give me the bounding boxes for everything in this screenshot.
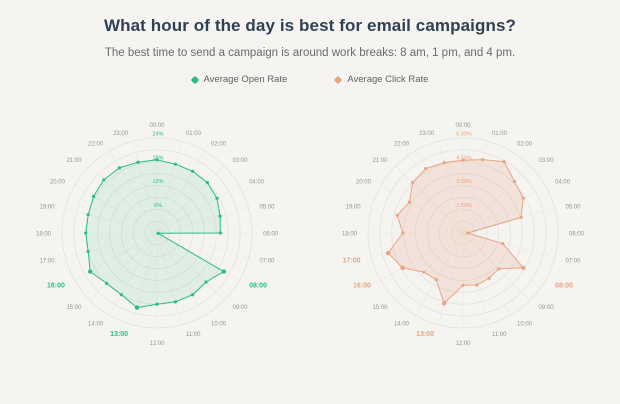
svg-text:23:00: 23:00 bbox=[419, 131, 435, 137]
svg-text:04:00: 04:00 bbox=[249, 180, 265, 186]
svg-text:18:00: 18:00 bbox=[36, 232, 52, 238]
svg-text:06:00: 06:00 bbox=[569, 232, 585, 238]
svg-text:15:00: 15:00 bbox=[372, 305, 388, 311]
svg-text:09:00: 09:00 bbox=[233, 305, 249, 311]
svg-text:20:00: 20:00 bbox=[356, 180, 372, 186]
svg-text:16:00: 16:00 bbox=[47, 283, 65, 290]
svg-text:12:00: 12:00 bbox=[149, 341, 165, 347]
legend-item-average-click-rate[interactable]: Average Click Rate bbox=[334, 74, 429, 85]
page-subtitle: The best time to send a campaign is arou… bbox=[104, 47, 516, 59]
svg-text:10:00: 10:00 bbox=[517, 322, 533, 328]
svg-text:00:00: 00:00 bbox=[149, 123, 165, 129]
svg-text:23:00: 23:00 bbox=[113, 131, 129, 137]
svg-text:6.00%: 6.00% bbox=[456, 132, 472, 138]
svg-text:01:00: 01:00 bbox=[186, 131, 202, 137]
svg-text:07:00: 07:00 bbox=[259, 258, 275, 264]
svg-text:02:00: 02:00 bbox=[211, 141, 227, 147]
legend-label-click-rate: Average Click Rate bbox=[347, 74, 429, 85]
svg-text:05:00: 05:00 bbox=[259, 205, 275, 211]
svg-text:05:00: 05:00 bbox=[565, 205, 581, 211]
svg-text:18:00: 18:00 bbox=[342, 232, 358, 238]
svg-text:03:00: 03:00 bbox=[233, 158, 249, 164]
radar-chart-open-rate: 6% 12% 18% 24% 00:00 01:00 02:00 03:00 04:00 05:0… bbox=[36, 123, 279, 347]
svg-text:17:00: 17:00 bbox=[40, 258, 56, 264]
svg-text:22:00: 22:00 bbox=[394, 141, 410, 147]
click-rate-marker-icon bbox=[334, 75, 343, 84]
svg-text:08:00: 08:00 bbox=[249, 283, 267, 290]
svg-text:03:00: 03:00 bbox=[539, 158, 555, 164]
charts-row: 6% 12% 18% 24% 00:00 01:00 02:00 03:00 04:00 05:0… bbox=[0, 89, 620, 369]
svg-text:6%: 6% bbox=[154, 203, 162, 209]
legend-item-average-open-rate[interactable]: Average Open Rate bbox=[190, 74, 288, 85]
svg-text:12:00: 12:00 bbox=[455, 341, 471, 347]
svg-text:02:00: 02:00 bbox=[517, 141, 533, 147]
legend-label-open-rate: Average Open Rate bbox=[203, 74, 288, 85]
svg-text:16:00: 16:00 bbox=[353, 283, 371, 290]
svg-text:1.50%: 1.50% bbox=[456, 203, 472, 209]
svg-text:19:00: 19:00 bbox=[40, 205, 56, 211]
page-title: What hour of the day is best for email c… bbox=[103, 16, 517, 35]
svg-text:04:00: 04:00 bbox=[555, 180, 571, 186]
svg-text:12%: 12% bbox=[152, 179, 163, 185]
svg-text:14:00: 14:00 bbox=[88, 322, 104, 328]
svg-text:24%: 24% bbox=[152, 132, 163, 138]
svg-text:06:00: 06:00 bbox=[263, 232, 279, 238]
svg-text:3.00%: 3.00% bbox=[456, 179, 472, 185]
svg-text:17:00: 17:00 bbox=[343, 257, 361, 264]
svg-text:13:00: 13:00 bbox=[110, 331, 128, 338]
svg-text:09:00: 09:00 bbox=[539, 305, 555, 311]
svg-text:18%: 18% bbox=[152, 155, 163, 161]
svg-text:07:00: 07:00 bbox=[565, 258, 581, 264]
svg-text:00:00: 00:00 bbox=[455, 123, 471, 129]
svg-text:13:00: 13:00 bbox=[416, 331, 434, 338]
svg-text:08:00: 08:00 bbox=[555, 283, 573, 290]
svg-text:11:00: 11:00 bbox=[186, 332, 201, 338]
open-rate-marker-icon bbox=[190, 75, 199, 84]
chart-legend: Average Open Rate Average Click Rate bbox=[0, 74, 620, 85]
svg-text:01:00: 01:00 bbox=[492, 131, 508, 137]
svg-text:4.50%: 4.50% bbox=[456, 155, 472, 161]
svg-text:14:00: 14:00 bbox=[394, 322, 410, 328]
svg-text:11:00: 11:00 bbox=[492, 332, 507, 338]
radar-chart-click-rate: 1.50% 3.00% 4.50% 6.00% 00:00 01:00 02:00 03:00… bbox=[342, 123, 585, 347]
svg-text:10:00: 10:00 bbox=[211, 322, 227, 328]
svg-text:20:00: 20:00 bbox=[50, 180, 66, 186]
svg-text:21:00: 21:00 bbox=[372, 158, 388, 164]
svg-text:22:00: 22:00 bbox=[88, 141, 104, 147]
svg-text:15:00: 15:00 bbox=[66, 305, 82, 311]
svg-text:19:00: 19:00 bbox=[346, 205, 362, 211]
svg-text:21:00: 21:00 bbox=[66, 158, 82, 164]
